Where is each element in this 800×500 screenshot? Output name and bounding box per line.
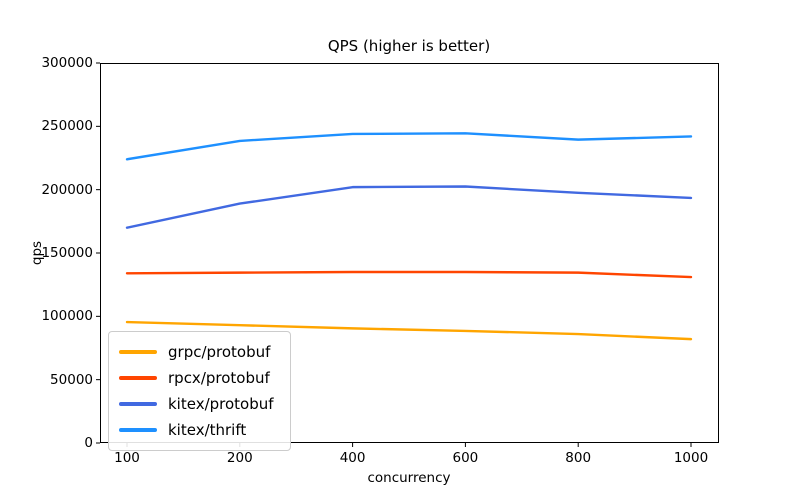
x-tick-label: 100 [114, 450, 140, 466]
legend-label: grpc/protobuf [168, 343, 271, 361]
x-tick-label: 600 [452, 450, 479, 466]
legend-box: grpc/protobuf rpcx/protobuf kitex/protobuf… [108, 331, 291, 451]
x-tick-label: 400 [339, 450, 366, 466]
y-tick-label: 100000 [41, 308, 93, 325]
legend-label: kitex/thrift [168, 421, 247, 439]
x-tick-label: 1000 [673, 450, 709, 466]
y-tick-label: 0 [84, 435, 93, 451]
y-tick-label: 300000 [41, 55, 93, 71]
legend-line-swatch [119, 402, 157, 406]
y-tick-label: 250000 [41, 118, 93, 135]
line-grpc-protobuf [125, 320, 693, 341]
y-tick-label: 200000 [41, 181, 93, 198]
y-tick-label: 50000 [50, 371, 93, 388]
legend-item: grpc/protobuf [115, 339, 280, 365]
legend-item: kitex/protobuf [115, 391, 280, 417]
legend-line-swatch [119, 350, 157, 354]
line-kitex-protobuf [125, 185, 693, 229]
x-axis-label: concurrency [367, 470, 451, 486]
legend-label: rpcx/protobuf [168, 369, 270, 387]
axes-box [100, 63, 719, 443]
x-tick-label: 800 [565, 450, 592, 466]
legend-line-swatch [119, 428, 157, 432]
legend-line-swatch [119, 376, 157, 380]
x-tick-label: 200 [226, 450, 253, 466]
legend-item: kitex/thrift [115, 417, 280, 443]
line-kitex-thrift [125, 132, 693, 161]
line-rpcx-protobuf [125, 270, 693, 279]
y-axis-label-text: qps [29, 240, 45, 266]
legend-label: kitex/protobuf [168, 395, 274, 413]
chart-title: QPS (higher is better) [327, 37, 491, 55]
data-lines [125, 132, 693, 341]
legend-item: rpcx/protobuf [115, 365, 280, 391]
y-tick-label: 150000 [41, 245, 93, 261]
